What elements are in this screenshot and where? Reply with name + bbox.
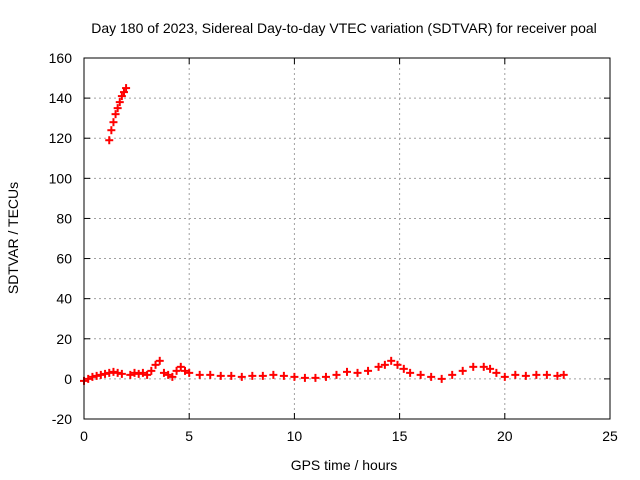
y-tick-label: 160: [49, 50, 73, 66]
data-point: [258, 371, 267, 380]
data-point: [427, 372, 436, 381]
data-point: [180, 366, 189, 375]
data-point: [279, 371, 288, 380]
data-point: [311, 373, 320, 382]
chart-title: Day 180 of 2023, Sidereal Day-to-day VTE…: [91, 20, 597, 36]
data-point: [469, 362, 478, 371]
x-tick-label: 20: [497, 428, 513, 444]
data-point: [109, 118, 118, 127]
data-series: [80, 84, 568, 385]
data-point: [353, 368, 362, 377]
y-tick-label: 60: [56, 251, 72, 267]
data-point: [138, 368, 147, 377]
data-point: [559, 370, 568, 379]
y-tick-label: 100: [49, 170, 73, 186]
data-point: [437, 374, 446, 383]
data-point: [155, 356, 164, 365]
data-point: [416, 370, 425, 379]
data-point: [168, 372, 177, 381]
data-point: [185, 368, 194, 377]
data-point: [380, 360, 389, 369]
data-point: [532, 370, 541, 379]
data-point: [92, 371, 101, 380]
y-tick-label: 140: [49, 90, 73, 106]
data-point: [126, 370, 135, 379]
data-point: [164, 370, 173, 379]
plot-frame: [83, 57, 611, 420]
data-point: [105, 368, 114, 377]
data-point: [343, 367, 351, 376]
y-axis-label: SDTVAR / TECUs: [5, 182, 21, 294]
data-point: [88, 372, 97, 381]
data-point: [206, 370, 215, 379]
data-point: [109, 367, 118, 376]
data-point: [84, 374, 93, 383]
data-point: [492, 368, 501, 377]
data-point: [332, 370, 341, 379]
data-point: [542, 370, 551, 379]
x-tick-label: 25: [602, 428, 618, 444]
data-point: [521, 371, 530, 380]
data-point: [117, 369, 126, 378]
data-point: [119, 88, 128, 97]
data-point: [147, 366, 156, 375]
data-point: [364, 366, 373, 375]
data-point: [227, 371, 236, 380]
data-point: [458, 366, 467, 375]
x-tick-label: 5: [185, 428, 193, 444]
grid: [84, 58, 610, 419]
data-point: [117, 92, 126, 101]
data-point: [237, 372, 246, 381]
data-point: [105, 136, 114, 145]
data-point: [113, 368, 122, 377]
data-point: [448, 370, 457, 379]
data-point: [393, 360, 402, 369]
data-point: [113, 104, 122, 113]
data-point: [399, 364, 408, 373]
data-point: [143, 370, 152, 379]
data-point: [500, 372, 509, 381]
data-point: [300, 373, 309, 382]
data-point: [101, 369, 110, 378]
data-point: [172, 366, 181, 375]
data-point: [96, 370, 105, 379]
data-point: [479, 362, 488, 371]
x-tick-label: 0: [80, 428, 88, 444]
y-tick-label: 120: [49, 130, 73, 146]
data-point: [195, 370, 204, 379]
data-point: [115, 98, 124, 107]
data-point: [216, 371, 225, 380]
x-tick-labels: 0 5 10 15 20 25: [80, 428, 618, 444]
data-point: [111, 110, 120, 119]
data-point: [134, 369, 143, 378]
data-point: [290, 372, 299, 381]
data-point: [387, 356, 396, 365]
data-point: [130, 368, 139, 377]
data-point: [159, 368, 168, 377]
y-tick-label: -20: [52, 411, 72, 427]
x-axis-label: GPS time / hours: [291, 457, 398, 473]
data-point: [176, 362, 185, 371]
data-point: [486, 364, 495, 373]
x-tick-label: 15: [392, 428, 408, 444]
data-point: [269, 370, 278, 379]
data-point: [321, 372, 330, 381]
y-tick-label: 20: [56, 331, 72, 347]
data-point: [122, 84, 131, 93]
data-point: [406, 368, 415, 377]
data-point: [374, 362, 383, 371]
x-tick-label: 10: [287, 428, 303, 444]
y-tick-labels: -20 0 20 40 60 80 100 120 140 160: [49, 50, 73, 427]
y-tick-label: 80: [56, 210, 72, 226]
data-point: [511, 370, 520, 379]
data-point: [248, 371, 257, 380]
y-tick-label: 40: [56, 291, 72, 307]
data-point: [553, 371, 562, 380]
data-point: [107, 126, 116, 135]
y-tick-label: 0: [64, 371, 72, 387]
data-point: [151, 360, 160, 369]
